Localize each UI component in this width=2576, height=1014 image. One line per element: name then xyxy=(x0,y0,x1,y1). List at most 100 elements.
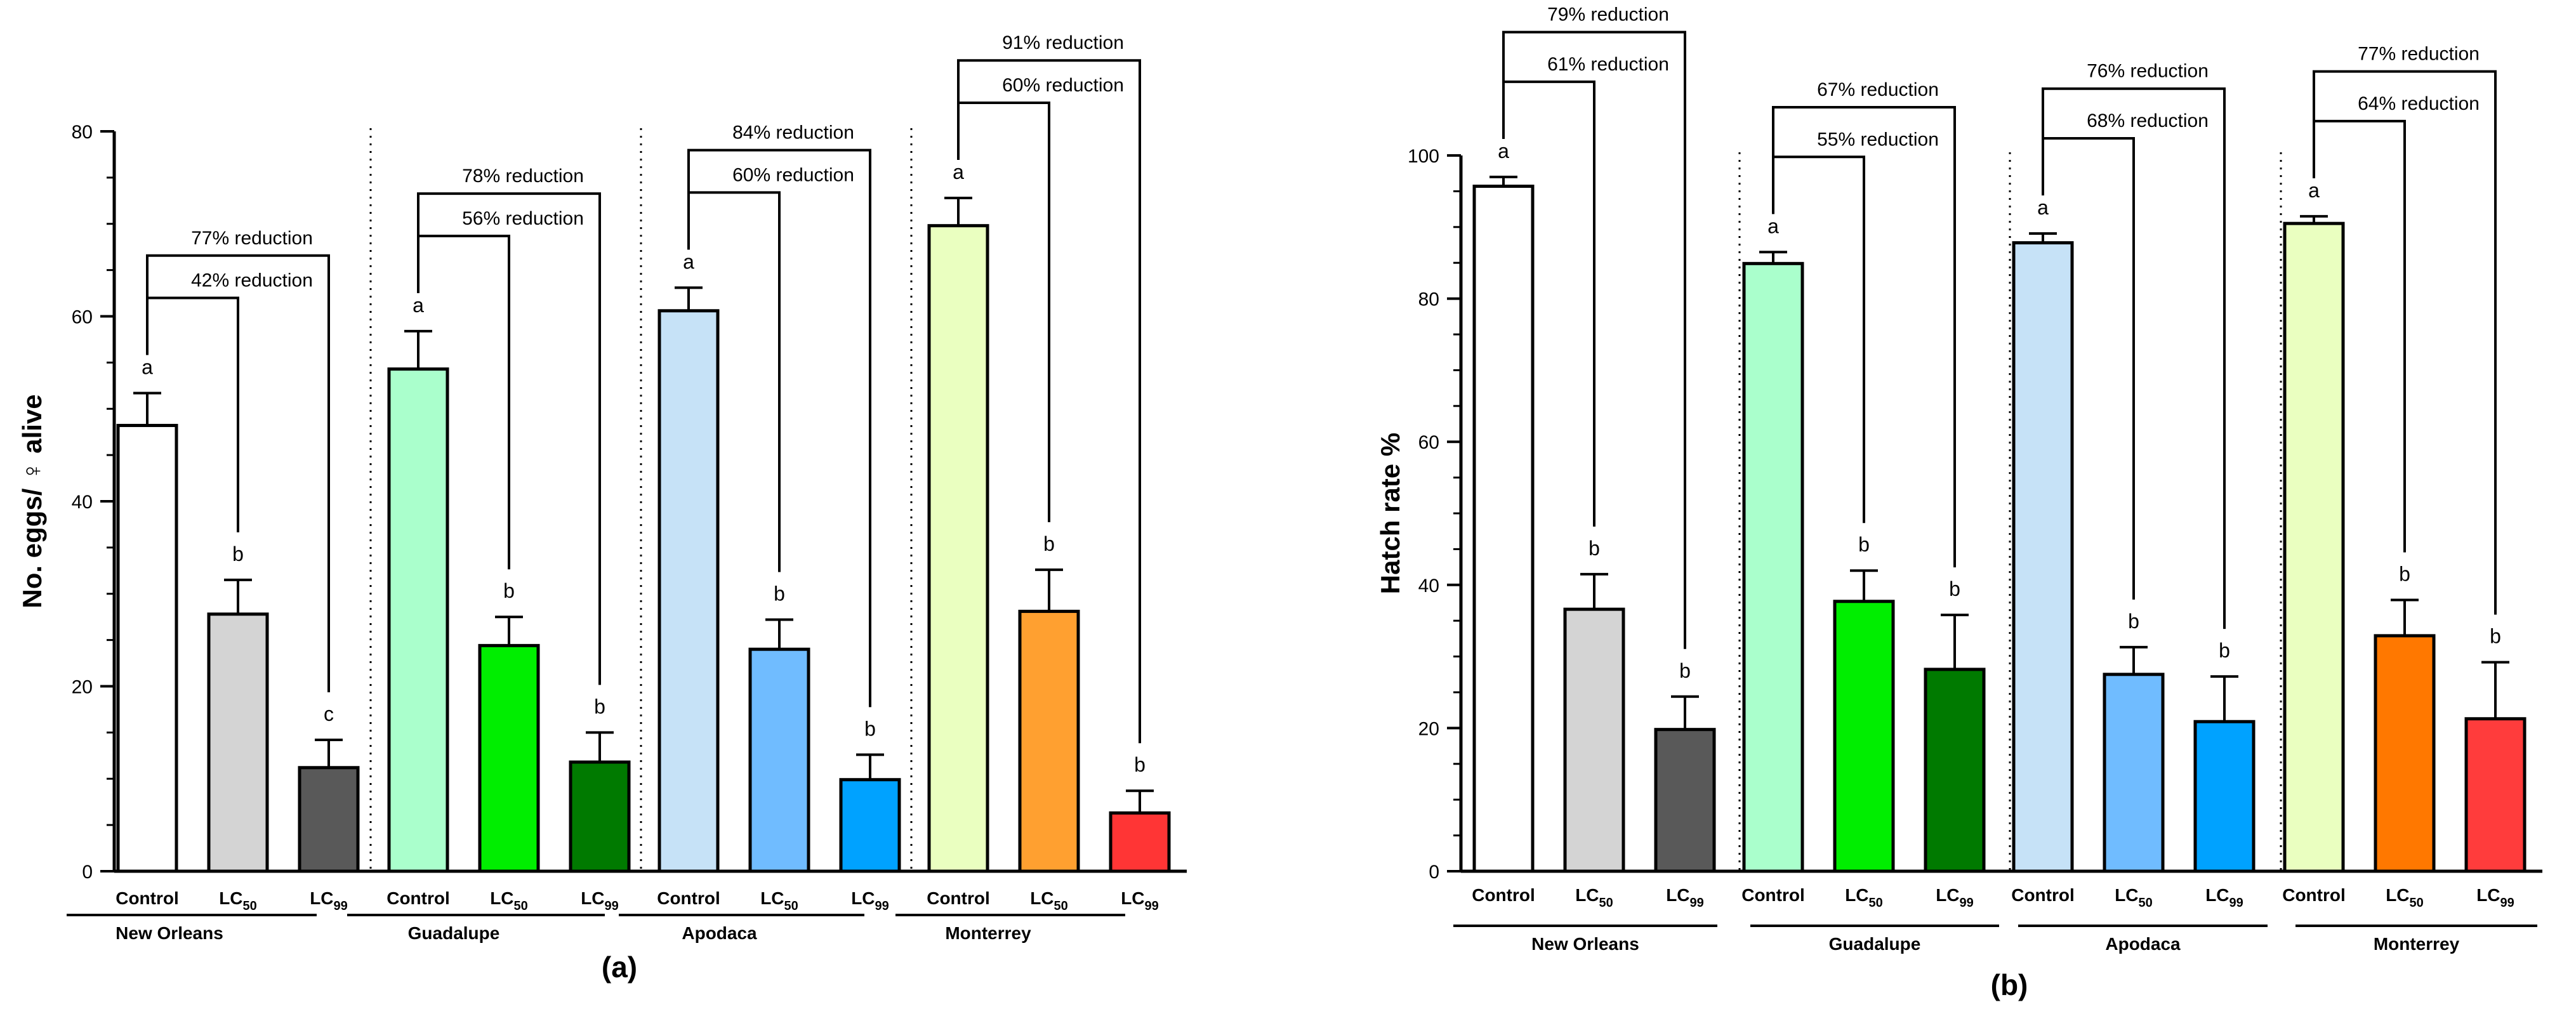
panel-b-bar-guadalupe-lc99 xyxy=(1924,668,1986,873)
panel-b-reduction-label: 61% reduction xyxy=(1547,54,1669,75)
panel-b-significance-letter: b xyxy=(2399,562,2410,585)
panel-a-reduction-bracket xyxy=(146,254,330,693)
panel-a-bar-monterrey-lc50 xyxy=(1018,609,1080,873)
panel-a-reduction-bracket xyxy=(687,148,871,708)
panel-b-significance-letter: b xyxy=(1679,659,1691,682)
panel-b-hatch-rate-chart: 0 20 40 60 80 100 Hatch rate % a Control b LC50 b LC… xyxy=(1375,4,2542,1001)
panel-b-reduction-bracket xyxy=(1772,106,1956,568)
panel-a-reduction-label: 56% reduction xyxy=(462,208,584,229)
panel-b-category-label: LC99 xyxy=(2476,885,2514,910)
panel-a-bar-apodaca-lc50 xyxy=(748,647,810,873)
panel-a-significance-letter: b xyxy=(1043,532,1055,555)
panel-b-bar-apodaca-lc99 xyxy=(2193,720,2256,873)
panel-b-reduction-bracket xyxy=(2313,70,2497,615)
panel-a-significance-letter: b xyxy=(594,695,605,718)
panel-a-bar-new-orleans-lc99 xyxy=(298,766,360,873)
panel-b-y-axis-title: Hatch rate % xyxy=(1375,433,1405,594)
panel-a-bar-apodaca-lc99 xyxy=(839,778,901,873)
panel-a-category-label: LC99 xyxy=(310,888,348,913)
panel-a-y-tick-label: 60 xyxy=(72,307,93,328)
panel-b-significance-letter: b xyxy=(2490,625,2501,648)
panel-b-category-label: LC50 xyxy=(2115,885,2153,910)
panel-b-y-tick-label: 100 xyxy=(1408,146,1439,167)
panel-b-bar-monterrey-lc50 xyxy=(2374,634,2436,873)
panel-a-bar-new-orleans-lc50 xyxy=(207,612,269,873)
panel-b-y-tick-label: 40 xyxy=(1418,576,1439,596)
panel-a-category-label: LC50 xyxy=(490,888,528,913)
panel-b-category-label: Control xyxy=(2282,885,2346,905)
panel-b-category-label: LC50 xyxy=(1575,885,1613,910)
panel-a-significance-letter: b xyxy=(774,583,785,605)
panel-a-panel-label: (a) xyxy=(602,951,637,984)
panel-a-reduction-label: 84% reduction xyxy=(732,122,854,143)
panel-a-reduction-bracket xyxy=(957,59,1141,744)
panel-a-group-label: Guadalupe xyxy=(408,923,500,943)
panel-a-reduction-label: 78% reduction xyxy=(462,166,584,187)
panel-b-bar-guadalupe-lc50 xyxy=(1833,600,1895,873)
panel-a-significance-letter: a xyxy=(953,161,964,183)
panel-b-significance-letter: a xyxy=(2308,179,2320,202)
panel-a-significance-letter: a xyxy=(413,294,424,317)
panel-b-reduction-label: 64% reduction xyxy=(2358,93,2480,114)
panel-a-bar-apodaca-control xyxy=(657,309,720,873)
panel-b-category-label: Control xyxy=(1741,885,1805,905)
panel-b-bar-new-orleans-lc50 xyxy=(1563,607,1625,873)
panel-a-y-tick-label: 80 xyxy=(72,122,93,143)
panel-a-significance-letter: a xyxy=(142,355,153,378)
panel-a-reduction-label: 60% reduction xyxy=(732,164,854,185)
panel-a-y-tick-label: 0 xyxy=(82,862,93,883)
panel-b-bar-apodaca-control xyxy=(2012,241,2074,873)
panel-a-eggs-chart: 0 20 40 60 80 No. eggs/ ♀ alive a Control b LC50 c… xyxy=(17,32,1187,984)
panel-b-significance-letter: b xyxy=(1858,533,1870,556)
panel-b-group-label: Guadalupe xyxy=(1829,934,1921,954)
panel-b-bar-monterrey-lc99 xyxy=(2464,717,2526,873)
panel-a-category-label: Control xyxy=(386,888,450,908)
panel-b-significance-letter: a xyxy=(2037,196,2049,219)
panel-a-category-label: LC99 xyxy=(851,888,889,913)
panel-a-category-label: LC50 xyxy=(1030,888,1068,913)
panel-b-reduction-label: 77% reduction xyxy=(2358,44,2480,65)
panel-a-significance-letter: a xyxy=(683,250,694,273)
panel-a-y-axis-title: No. eggs/ ♀ alive xyxy=(17,394,47,608)
panel-a-category-label: LC50 xyxy=(760,888,798,913)
panel-b-significance-letter: b xyxy=(2128,610,2139,633)
panel-b-group-label: Apodaca xyxy=(2105,934,2181,954)
panel-b-category-label: LC99 xyxy=(1936,885,1974,910)
panel-b-bar-apodaca-lc50 xyxy=(2103,673,2165,873)
panel-b-bar-new-orleans-control xyxy=(1472,185,1535,873)
panel-a-significance-letter: c xyxy=(324,702,334,725)
panel-a-reduction-bracket xyxy=(417,192,601,685)
panel-b-y-tick-label: 20 xyxy=(1418,718,1439,739)
panel-b-bar-monterrey-control xyxy=(2283,221,2345,873)
panel-b-significance-letter: a xyxy=(1498,140,1509,162)
panel-b-significance-letter: a xyxy=(1767,214,1779,237)
panel-b-y-tick-label: 80 xyxy=(1418,289,1439,310)
panel-b-reduction-label: 67% reduction xyxy=(1817,79,1939,100)
panel-b-reduction-bracket xyxy=(2042,87,2226,629)
panel-a-reduction-label: 42% reduction xyxy=(191,270,313,291)
panel-b-category-label: LC50 xyxy=(1845,885,1883,910)
panel-a-bar-monterrey-lc99 xyxy=(1109,811,1171,873)
panel-b-reduction-label: 79% reduction xyxy=(1547,4,1669,25)
panel-b-reduction-label: 76% reduction xyxy=(2087,61,2209,82)
panel-a-bar-guadalupe-control xyxy=(387,367,449,873)
panel-a-category-label: LC99 xyxy=(581,888,619,913)
panel-a-category-label: LC50 xyxy=(219,888,257,913)
panel-a-category-label: Control xyxy=(927,888,990,908)
panel-a-bar-monterrey-control xyxy=(927,224,989,873)
panel-a-bar-new-orleans-control xyxy=(116,423,178,873)
panel-b-category-label: LC50 xyxy=(2386,885,2424,910)
panel-b-reduction-label: 68% reduction xyxy=(2087,110,2209,131)
panel-a-y-tick-label: 40 xyxy=(72,492,93,513)
panel-b-panel-label: (b) xyxy=(1991,968,2028,1001)
panel-b-category-label: Control xyxy=(2011,885,2075,905)
panel-a-bar-guadalupe-lc50 xyxy=(478,643,540,873)
panel-b-reduction-label: 55% reduction xyxy=(1817,129,1939,150)
panel-b-bar-new-orleans-lc99 xyxy=(1654,728,1716,873)
panel-a-category-label: Control xyxy=(657,888,720,908)
panel-b-bar-guadalupe-control xyxy=(1742,261,1804,873)
panel-a-bar-guadalupe-lc99 xyxy=(569,760,631,873)
panel-a-significance-letter: b xyxy=(1134,753,1146,776)
panel-a-category-label: Control xyxy=(116,888,179,908)
